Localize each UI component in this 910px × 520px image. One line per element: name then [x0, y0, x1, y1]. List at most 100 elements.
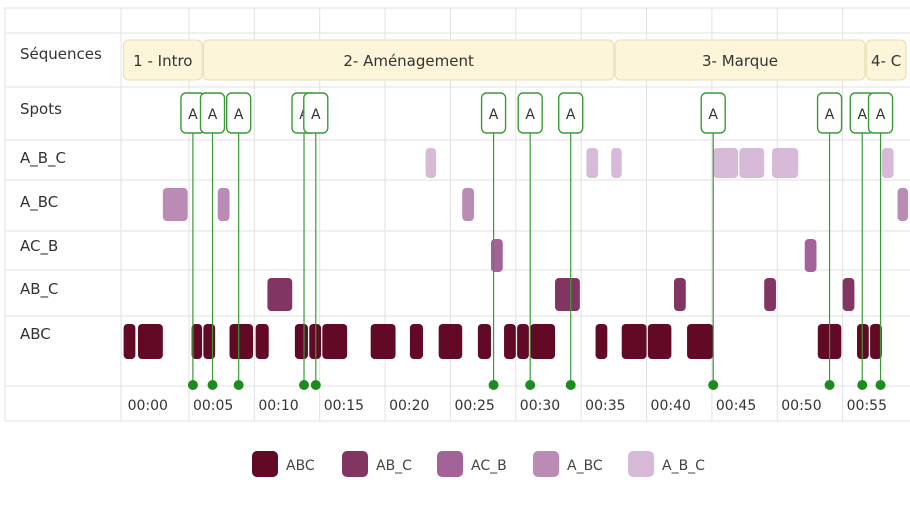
x-tick-label: 00:10 — [258, 398, 298, 414]
segment-abc — [137, 324, 163, 359]
x-tick-label: 00:15 — [324, 398, 364, 414]
spot-dot — [565, 380, 576, 390]
segment-ab-c — [842, 278, 855, 311]
segment-a-bc — [217, 188, 230, 221]
x-tick-label: 00:20 — [389, 398, 429, 414]
spot-dot — [708, 380, 719, 390]
legend-swatch-a-b-c — [628, 451, 654, 477]
spot-dot — [310, 380, 321, 390]
spot-label: A — [566, 107, 576, 123]
spot-label: A — [311, 107, 321, 123]
segment-a-b-c — [586, 148, 599, 178]
legend-label-abc: ABC — [286, 458, 315, 474]
segment-abc — [647, 324, 672, 359]
x-tick-label: 00:35 — [585, 398, 625, 414]
spot-label: A — [525, 107, 535, 123]
spot-dot — [525, 380, 536, 390]
segment-a-b-c — [611, 148, 622, 178]
segment-abc — [857, 324, 869, 359]
x-tick-label: 00:50 — [781, 398, 821, 414]
x-tick-label: 00:30 — [520, 398, 560, 414]
legend-label-ab-c: AB_C — [376, 458, 412, 474]
sequence-label: 3- Marque — [702, 52, 778, 70]
spot-marker — [816, 92, 843, 134]
segment-ab-c — [555, 278, 580, 311]
sequence-label: 2- Aménagement — [343, 52, 474, 70]
segment-ac-b — [804, 239, 817, 272]
row-label-ac-b: AC_B — [20, 237, 58, 256]
spot-dot — [187, 380, 198, 390]
legend-swatch-a-bc — [533, 451, 559, 477]
row-label-a-b-c: A_B_C — [20, 149, 66, 168]
segment-ac-b — [490, 239, 503, 272]
spot-dot — [857, 380, 868, 390]
x-tick-label: 00:45 — [716, 398, 756, 414]
spot-marker — [867, 92, 894, 134]
sequence-label: 4- C — [871, 52, 901, 70]
sequence-bar — [202, 39, 615, 81]
segment-abc — [438, 324, 463, 359]
segment-abc — [203, 324, 216, 359]
legend-swatch-abc — [252, 451, 278, 477]
spot-label: A — [876, 107, 886, 123]
segment-abc — [229, 324, 254, 359]
x-tick-label: 00:25 — [454, 398, 494, 414]
spot-dot — [233, 380, 244, 390]
legend-label-a-bc: A_BC — [567, 458, 603, 474]
spot-label: A — [825, 107, 835, 123]
segment-abc — [504, 324, 516, 359]
spot-dot — [875, 380, 886, 390]
segment-abc — [309, 324, 322, 359]
segment-abc — [687, 324, 714, 359]
segment-abc — [370, 324, 396, 359]
segment-a-b-c — [713, 148, 739, 178]
segment-abc — [123, 324, 136, 359]
spot-label: A — [489, 107, 499, 123]
segment-a-bc — [897, 188, 908, 221]
sequence-label: 1 - Intro — [133, 52, 192, 70]
segment-abc — [477, 324, 491, 359]
spot-marker — [558, 92, 584, 134]
segment-abc — [191, 324, 203, 359]
row-label-ab-c: AB_C — [20, 280, 59, 299]
segment-ab-c — [764, 278, 776, 311]
spot-dot — [488, 380, 499, 390]
segment-a-bc — [162, 188, 188, 221]
spot-dot — [824, 380, 835, 390]
legend-label-ac-b: AC_B — [471, 458, 507, 474]
sequence-bar — [865, 39, 907, 81]
spot-label: A — [208, 107, 218, 123]
row-label-spots: Spots — [20, 100, 62, 118]
x-tick-label: 00:40 — [651, 398, 691, 414]
legend-swatch-ac-b — [437, 451, 463, 477]
segment-abc — [870, 324, 882, 359]
spot-marker — [199, 92, 226, 134]
segment-abc — [517, 324, 529, 359]
segment-a-b-c — [881, 148, 894, 178]
spot-marker — [517, 92, 543, 134]
spot-marker — [480, 92, 507, 134]
segment-ab-c — [267, 278, 293, 311]
x-tick-label: 00:00 — [128, 398, 168, 414]
segment-abc — [255, 324, 269, 359]
segment-abc — [322, 324, 348, 359]
spot-label: A — [708, 107, 718, 123]
legend-label-a-b-c: A_B_C — [662, 458, 705, 474]
legend-swatch-ab-c — [342, 451, 368, 477]
segment-abc — [294, 324, 308, 359]
segment-a-b-c — [772, 148, 799, 178]
row-label-abc: ABC — [20, 325, 51, 343]
spot-marker — [225, 92, 252, 134]
sequence-bar — [123, 39, 203, 81]
spot-dot — [299, 380, 310, 390]
row-label-sequences: Séquences — [20, 45, 102, 63]
segment-ab-c — [673, 278, 686, 311]
spot-marker — [303, 92, 329, 134]
segment-abc — [409, 324, 423, 359]
segment-a-b-c — [739, 148, 765, 178]
segment-abc — [530, 324, 556, 359]
segment-abc — [595, 324, 608, 359]
x-tick-label: 00:05 — [193, 398, 233, 414]
